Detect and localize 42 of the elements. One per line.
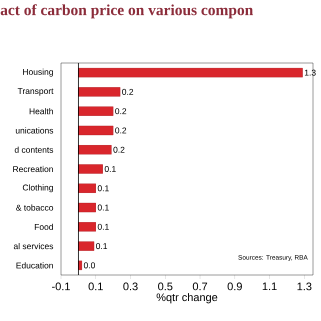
data-label: 0.2 — [115, 127, 126, 134]
x-tick-label: 0.7 — [192, 282, 208, 290]
data-label: 0.1 — [104, 166, 116, 172]
x-tick-label: -0.1 — [52, 282, 70, 290]
y-tick-label: Food — [34, 224, 53, 230]
data-label: 0.2 — [113, 146, 124, 153]
bar — [78, 68, 303, 78]
x-tick-label: 0.5 — [158, 282, 172, 290]
data-label: 0.1 — [96, 243, 108, 250]
y-tick-label: Health — [30, 108, 53, 114]
y-tick-label: Clothing — [22, 184, 53, 192]
y-tick-label: Recreation — [13, 166, 53, 172]
x-tick-label: 0.9 — [228, 282, 242, 290]
data-label: 0.2 — [115, 108, 126, 114]
bar — [78, 106, 114, 116]
data-label: 0.1 — [98, 204, 109, 211]
bar — [78, 145, 112, 154]
bar — [78, 164, 103, 174]
y-tick-label: Transport — [18, 88, 54, 96]
y-tick-label: & tobacco — [16, 204, 54, 211]
data-label: 1.3 — [304, 70, 316, 76]
x-axis-title: %qtr change — [156, 293, 218, 304]
bar — [78, 184, 96, 193]
x-tick-label: 0.1 — [88, 282, 103, 290]
data-label: 0.1 — [98, 224, 109, 230]
y-tick-label: d contents — [14, 146, 54, 153]
chart-title: act of carbon price on various compon — [0, 4, 254, 18]
data-label: 0.2 — [122, 88, 134, 95]
x-tick-label: 1.3 — [298, 282, 312, 290]
x-tick-label: 0.3 — [123, 282, 138, 290]
bar — [78, 87, 120, 97]
bar — [78, 126, 114, 136]
y-tick-label: al services — [14, 242, 54, 250]
y-tick-label: unications — [16, 127, 54, 134]
y-tick-label: Education — [16, 262, 53, 268]
y-tick-label: Housing — [23, 68, 53, 77]
bar — [78, 222, 96, 232]
data-label: 0.1 — [98, 185, 109, 192]
bar — [78, 241, 94, 251]
bar — [78, 202, 96, 212]
data-label: 0.0 — [84, 262, 95, 268]
x-tick-label: 1.1 — [262, 282, 277, 290]
